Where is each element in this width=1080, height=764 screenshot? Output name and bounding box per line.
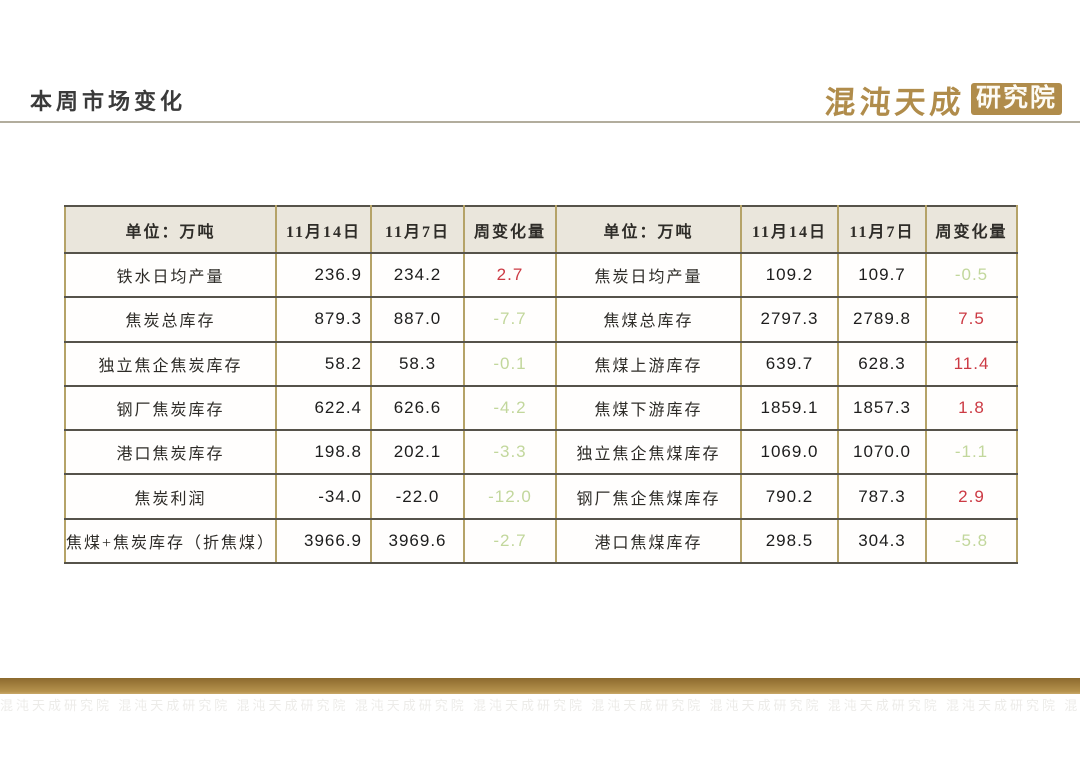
table-row: 独立焦企焦炭库存 58.2 58.3 -0.1 焦煤上游库存 639.7 628.3 11.4 bbox=[64, 340, 1018, 387]
table-header-row: 单位：万吨 11月14日 11月7日 周变化量 单位：万吨 11月14日 11月7日 周变化量 bbox=[64, 205, 1018, 254]
value-nov7: 202.1 bbox=[370, 429, 465, 476]
market-table-container: 单位：万吨 11月14日 11月7日 周变化量 单位：万吨 11月14日 11月7日 周变化量… bbox=[64, 205, 1018, 565]
row-label: 焦炭利润 bbox=[64, 473, 277, 520]
value-week-change: 11.4 bbox=[925, 340, 1018, 387]
value-week-change: -5.8 bbox=[925, 517, 1018, 565]
value-week-change: -0.1 bbox=[463, 340, 557, 387]
value-week-change: 1.8 bbox=[925, 384, 1018, 432]
table-row: 港口焦炭库存 198.8 202.1 -3.3 独立焦企焦煤库存 1069.0 1070.0… bbox=[64, 429, 1018, 476]
column-header: 单位：万吨 bbox=[555, 205, 742, 254]
value-week-change: -3.3 bbox=[463, 429, 557, 476]
value-week-change: -2.7 bbox=[463, 517, 557, 565]
row-label: 独立焦企焦煤库存 bbox=[555, 429, 742, 476]
value-nov7: 887.0 bbox=[370, 296, 465, 343]
value-week-change: -0.5 bbox=[925, 251, 1018, 299]
value-week-change: 2.7 bbox=[463, 251, 557, 299]
row-label: 焦煤下游库存 bbox=[555, 384, 742, 432]
column-header: 单位：万吨 bbox=[64, 205, 277, 254]
row-label: 焦炭日均产量 bbox=[555, 251, 742, 299]
row-label: 独立焦企焦炭库存 bbox=[64, 340, 277, 387]
column-header: 周变化量 bbox=[463, 205, 557, 254]
value-nov7: 1070.0 bbox=[837, 429, 927, 476]
value-nov14: 236.9 bbox=[275, 251, 372, 299]
table-row: 铁水日均产量 236.9 234.2 2.7 焦炭日均产量 109.2 109.7 -0.5 bbox=[64, 251, 1018, 299]
table-body: 铁水日均产量 236.9 234.2 2.7 焦炭日均产量 109.2 109.7 -0.5 焦… bbox=[64, 251, 1018, 565]
row-label: 焦炭总库存 bbox=[64, 296, 277, 343]
table-row: 焦煤+焦炭库存（折焦煤） 3966.9 3969.6 -2.7 港口焦煤库存 298.5 3… bbox=[64, 517, 1018, 565]
column-header: 11月7日 bbox=[837, 205, 927, 254]
value-nov7: 58.3 bbox=[370, 340, 465, 387]
value-week-change: -4.2 bbox=[463, 384, 557, 432]
value-nov7: 304.3 bbox=[837, 517, 927, 565]
value-nov7: 2789.8 bbox=[837, 296, 927, 343]
value-nov14: 298.5 bbox=[740, 517, 839, 565]
row-label: 钢厂焦企焦煤库存 bbox=[555, 473, 742, 520]
value-nov7: 628.3 bbox=[837, 340, 927, 387]
table-row: 焦炭利润 -34.0 -22.0 -12.0 钢厂焦企焦煤库存 790.2 787.3 2.9 bbox=[64, 473, 1018, 520]
value-nov14: 879.3 bbox=[275, 296, 372, 343]
column-header: 11月14日 bbox=[275, 205, 372, 254]
value-nov7: 3969.6 bbox=[370, 517, 465, 565]
value-nov14: 198.8 bbox=[275, 429, 372, 476]
footer-watermark: 混沌天成研究院 混沌天成研究院 混沌天成研究院 混沌天成研究院 混沌天成研究院 … bbox=[0, 698, 1080, 713]
market-table: 单位：万吨 11月14日 11月7日 周变化量 单位：万吨 11月14日 11月7日 周变化量… bbox=[64, 205, 1018, 565]
table-row: 焦炭总库存 879.3 887.0 -7.7 焦煤总库存 2797.3 2789.8 7.5 bbox=[64, 296, 1018, 343]
value-nov14: 622.4 bbox=[275, 384, 372, 432]
value-nov14: 639.7 bbox=[740, 340, 839, 387]
value-nov7: 787.3 bbox=[837, 473, 927, 520]
brand-logo-text: 混沌天成 bbox=[823, 84, 966, 120]
value-nov7: 234.2 bbox=[370, 251, 465, 299]
value-nov7: 626.6 bbox=[370, 384, 465, 432]
header-divider bbox=[0, 121, 1080, 123]
value-week-change: -7.7 bbox=[463, 296, 557, 343]
value-nov14: 1069.0 bbox=[740, 429, 839, 476]
value-nov14: 1859.1 bbox=[740, 384, 839, 432]
brand-logo-suffix-badge: 研究院 bbox=[970, 83, 1062, 115]
brand-logo: 混沌天成 研究院 bbox=[823, 78, 1062, 120]
value-nov14: 2797.3 bbox=[740, 296, 839, 343]
value-nov14: 3966.9 bbox=[275, 517, 372, 565]
row-label: 焦煤总库存 bbox=[555, 296, 742, 343]
row-label: 焦煤上游库存 bbox=[555, 340, 742, 387]
column-header: 11月14日 bbox=[740, 205, 839, 254]
row-label: 铁水日均产量 bbox=[64, 251, 277, 299]
row-label: 焦煤+焦炭库存（折焦煤） bbox=[64, 517, 277, 565]
value-nov14: -34.0 bbox=[275, 473, 372, 520]
footer-gold-bar bbox=[0, 678, 1080, 694]
page-title: 本周市场变化 bbox=[30, 89, 187, 114]
value-week-change: -12.0 bbox=[463, 473, 557, 520]
value-week-change: 7.5 bbox=[925, 296, 1018, 343]
table-row: 钢厂焦炭库存 622.4 626.6 -4.2 焦煤下游库存 1859.1 1857.3 1.… bbox=[64, 384, 1018, 432]
value-nov7: 1857.3 bbox=[837, 384, 927, 432]
value-nov7: 109.7 bbox=[837, 251, 927, 299]
value-nov14: 109.2 bbox=[740, 251, 839, 299]
value-nov14: 58.2 bbox=[275, 340, 372, 387]
value-week-change: -1.1 bbox=[925, 429, 1018, 476]
row-label: 港口焦炭库存 bbox=[64, 429, 277, 476]
column-header: 11月7日 bbox=[370, 205, 465, 254]
value-nov14: 790.2 bbox=[740, 473, 839, 520]
value-week-change: 2.9 bbox=[925, 473, 1018, 520]
column-header: 周变化量 bbox=[925, 205, 1018, 254]
row-label: 钢厂焦炭库存 bbox=[64, 384, 277, 432]
row-label: 港口焦煤库存 bbox=[555, 517, 742, 565]
value-nov7: -22.0 bbox=[370, 473, 465, 520]
